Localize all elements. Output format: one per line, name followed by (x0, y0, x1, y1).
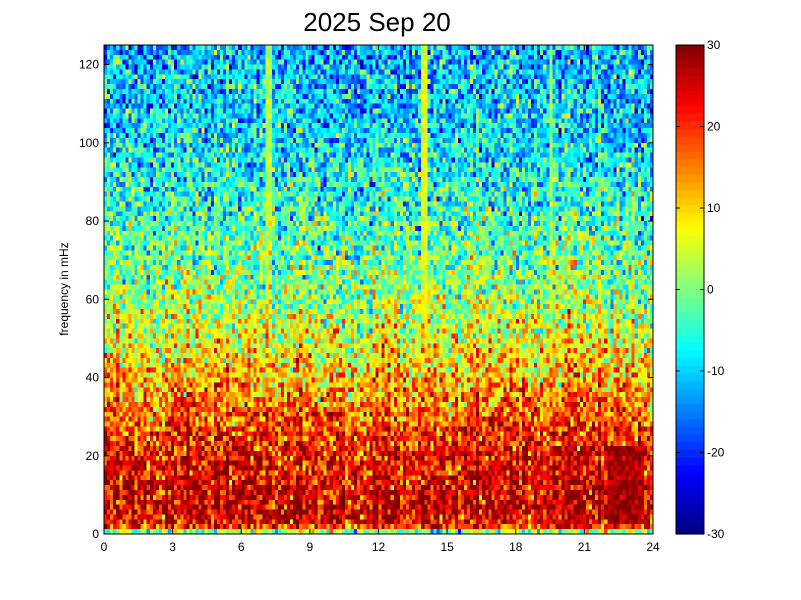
colorbar-tick-label: 0 (707, 283, 714, 297)
colorbar-tick-label: -20 (707, 446, 725, 460)
colorbar-swatch (676, 190, 704, 199)
colorbar-swatch (676, 106, 704, 115)
colorbar-swatch (676, 442, 704, 451)
colorbar-swatch (676, 297, 704, 306)
colorbar-axis: 30 20 10 0 -10 -20 -30 (676, 38, 725, 541)
colorbar-swatch (676, 472, 704, 482)
x-tick-label: 3 (169, 540, 176, 554)
y-tick-label: 20 (86, 449, 100, 463)
colorbar-swatch (676, 388, 704, 398)
colorbar-swatch (676, 449, 704, 459)
colorbar-swatch (676, 60, 704, 69)
colorbar-swatch (676, 205, 704, 214)
x-tick-label: 21 (578, 540, 592, 554)
colorbar-swatch (676, 121, 704, 130)
colorbar-swatch (676, 465, 704, 474)
colorbar-swatch (676, 358, 704, 367)
colorbar-swatch (676, 396, 704, 405)
y-axis: 0 20 40 60 80 100 120 (79, 58, 653, 541)
colorbar-swatch (676, 312, 704, 321)
colorbar-swatch (676, 129, 704, 138)
colorbar-swatch (676, 327, 704, 336)
colorbar-swatch (676, 83, 704, 92)
colorbar-swatch (676, 266, 704, 275)
colorbar-swatch (676, 419, 704, 428)
colorbar-swatch (676, 151, 704, 161)
colorbar-swatch (676, 511, 704, 520)
y-tick-label: 100 (79, 136, 99, 150)
colorbar-tick-label: 20 (707, 120, 721, 134)
colorbar-swatch (676, 159, 704, 168)
colorbar (676, 45, 704, 535)
colorbar-tick-label: -30 (707, 527, 725, 541)
x-tick-label: 15 (440, 540, 454, 554)
colorbar-swatch (676, 365, 704, 375)
y-tick-label: 80 (86, 214, 100, 228)
colorbar-swatch (676, 411, 704, 420)
colorbar-swatch (676, 457, 704, 466)
x-tick-label: 24 (646, 540, 660, 554)
colorbar-swatch (676, 144, 704, 153)
colorbar-swatch (676, 98, 704, 107)
colorbar-swatch (676, 480, 704, 489)
colorbar-swatch (676, 350, 704, 359)
x-tick-label: 18 (509, 540, 523, 554)
colorbar-swatch (676, 427, 704, 436)
x-tick-label: 9 (307, 540, 314, 554)
colorbar-swatch (676, 197, 704, 207)
colorbar-swatch (676, 503, 704, 512)
colorbar-tick-label: 30 (707, 38, 721, 52)
x-tick-label: 0 (101, 540, 108, 554)
y-tick-label: 40 (86, 371, 100, 385)
colorbar-swatch (676, 52, 704, 61)
y-axis-label: frequency in mHz (57, 242, 71, 335)
y-tick-label: 60 (86, 292, 100, 306)
x-tick-label: 6 (238, 540, 245, 554)
colorbar-swatch (676, 236, 704, 245)
colorbar-swatch (676, 373, 704, 382)
colorbar-swatch (676, 281, 704, 291)
colorbar-swatch (676, 67, 704, 77)
colorbar-swatch (676, 136, 704, 145)
colorbar-swatch (676, 289, 704, 298)
heatmap-plot-area (104, 45, 653, 534)
colorbar-swatch (676, 258, 704, 268)
colorbar-swatch (676, 342, 704, 352)
colorbar-swatch (676, 90, 704, 100)
colorbar-swatch (676, 167, 704, 176)
colorbar-swatch (676, 251, 704, 260)
x-tick-label: 12 (372, 540, 386, 554)
colorbar-swatch (676, 335, 704, 344)
colorbar-swatch (676, 488, 704, 497)
colorbar-swatch (676, 381, 704, 390)
colorbar-swatch (676, 213, 704, 222)
colorbar-swatch (676, 320, 704, 329)
colorbar-swatch (676, 495, 704, 505)
y-tick-label: 0 (92, 527, 99, 541)
colorbar-swatch (676, 274, 704, 283)
colorbar-tick-label: 10 (707, 201, 721, 215)
colorbar-swatch (676, 75, 704, 84)
colorbar-swatch (676, 220, 704, 229)
colorbar-swatch (676, 404, 704, 413)
colorbar-swatch (676, 45, 704, 54)
colorbar-swatch (676, 113, 704, 123)
colorbar-swatch (676, 174, 704, 184)
colorbar-swatch (676, 243, 704, 252)
colorbar-swatch (676, 228, 704, 237)
colorbar-swatch (676, 526, 704, 535)
chart-title: 2025 Sep 20 (303, 7, 450, 37)
colorbar-swatch (676, 434, 704, 443)
y-tick-label: 120 (79, 58, 99, 72)
colorbar-tick-label: -10 (707, 364, 725, 378)
colorbar-swatch (676, 518, 704, 527)
x-axis: 0 3 6 9 12 15 18 21 24 (101, 45, 660, 554)
heatmap-image (104, 45, 653, 534)
colorbar-swatch (676, 182, 704, 191)
colorbar-swatch (676, 304, 704, 314)
